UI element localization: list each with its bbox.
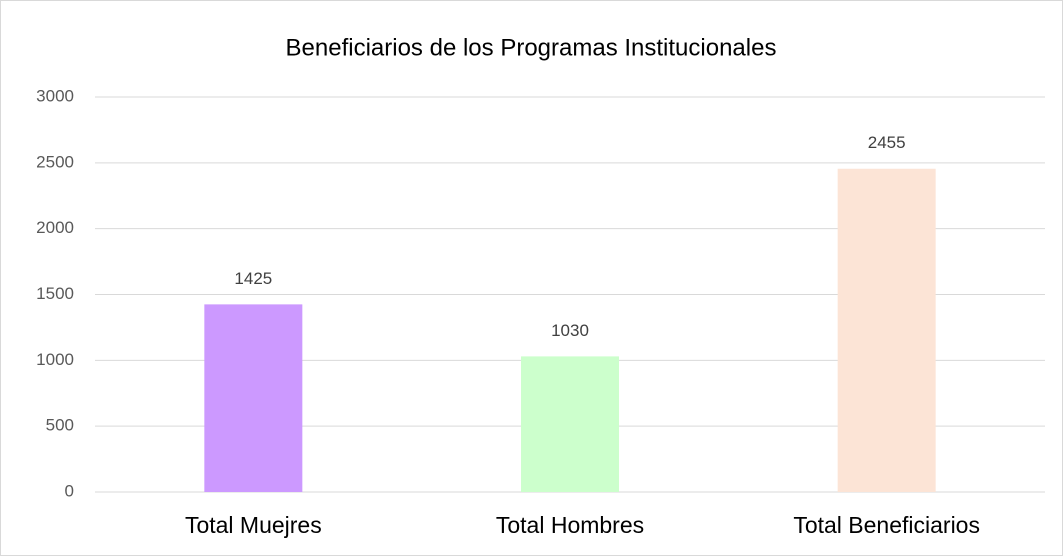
- data-label: 1030: [551, 321, 589, 340]
- data-label: 2455: [868, 133, 906, 152]
- data-label: 1425: [234, 269, 272, 288]
- y-tick-label: 0: [65, 481, 74, 500]
- x-tick-label: Total Muejres: [185, 512, 322, 538]
- bar: [204, 304, 303, 492]
- bar: [837, 168, 936, 492]
- bar: [521, 356, 619, 492]
- y-tick-label: 2500: [36, 152, 74, 171]
- y-tick-label: 500: [46, 416, 74, 435]
- y-tick-label: 1000: [36, 350, 74, 369]
- y-tick-label: 1500: [36, 284, 74, 303]
- x-tick-label: Total Beneficiarios: [793, 512, 980, 538]
- x-tick-label: Total Hombres: [496, 512, 644, 538]
- y-tick-label: 3000: [36, 86, 74, 105]
- chart-title: Beneficiarios de los Programas Instituci…: [286, 34, 777, 61]
- y-tick-label: 2000: [36, 218, 74, 237]
